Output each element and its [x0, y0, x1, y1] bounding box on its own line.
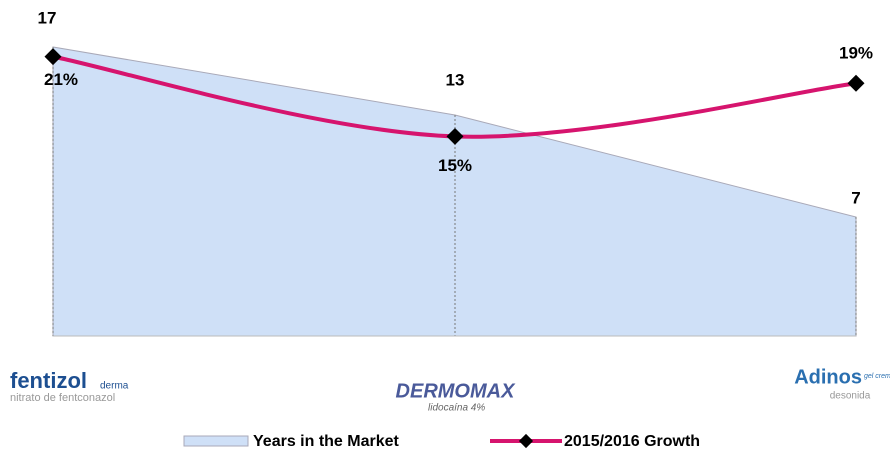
growth-value-label: 21%: [44, 70, 78, 89]
category-logo: Adinos: [794, 366, 862, 388]
category-sub: desonida: [830, 391, 871, 402]
area-value-label: 7: [851, 188, 860, 207]
area-value-label: 13: [446, 70, 465, 89]
area-value-label: 17: [38, 8, 57, 27]
growth-value-label: 15%: [438, 156, 472, 175]
category-logo: DERMOMAX: [396, 380, 517, 402]
category-tag: derma: [100, 381, 129, 392]
growth-value-label: 19%: [839, 44, 873, 63]
legend-marker: [518, 433, 534, 449]
legend-label: 2015/2016 Growth: [564, 433, 700, 450]
legend-swatch: [183, 435, 249, 447]
category-sub: nitrato de fentconazol: [10, 392, 115, 404]
growth-marker: [44, 48, 62, 66]
category-logo: fentizol: [10, 368, 87, 393]
category-sub: lidocaína 4%: [428, 403, 485, 414]
category-tag: gel crema: [864, 373, 890, 380]
growth-marker: [446, 127, 464, 145]
growth-marker: [847, 74, 865, 92]
legend-label: Years in the Market: [253, 433, 400, 450]
